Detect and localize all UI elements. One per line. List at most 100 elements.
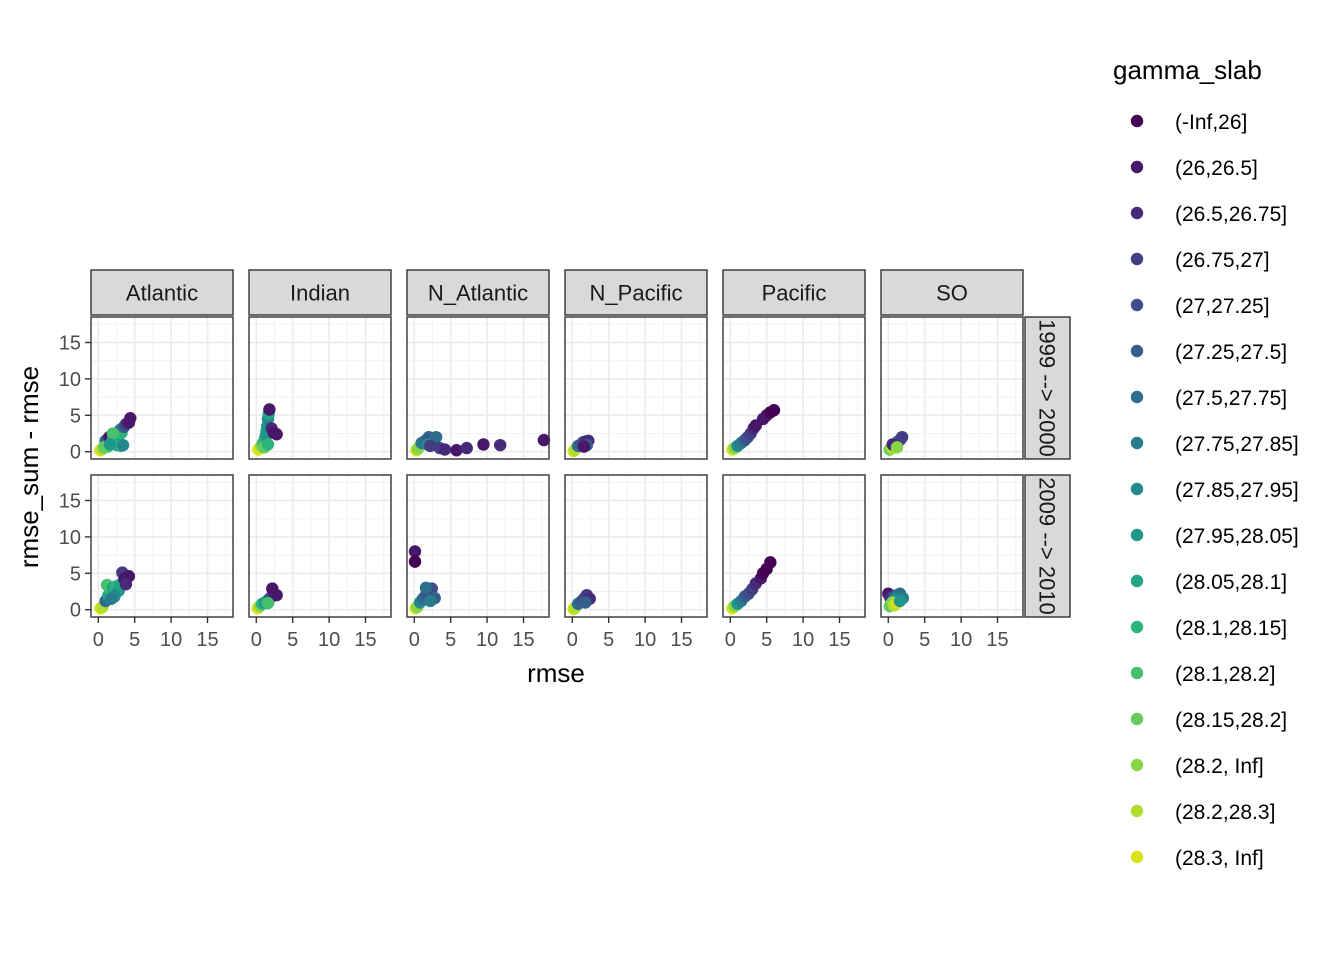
panel-border	[880, 474, 1024, 618]
y-tick-label: 15	[59, 332, 81, 354]
legend-item: (27.85,27.95]	[1130, 479, 1299, 502]
legend-label: (28.15,28.2]	[1175, 709, 1287, 732]
legend-label: (27,27.25]	[1175, 295, 1270, 318]
facet-row-strip: 1999 --> 2000	[1024, 316, 1071, 460]
facet-panel	[880, 316, 1024, 460]
legend-label: (28.3, Inf]	[1175, 847, 1264, 870]
strip-background	[564, 269, 708, 316]
strip-background	[248, 269, 392, 316]
axis-layer: 0 5 10 15 0 5 10 15 0 5 10 15 0 5 10 15 0 5 10 15 0 5 10 15 0 5 10…	[59, 332, 1009, 651]
strip-label: Atlantic	[126, 281, 198, 306]
facet-panel	[722, 316, 866, 460]
legend-key	[1130, 574, 1144, 588]
strip-label: Pacific	[762, 281, 827, 306]
legend-label: (27.95,28.05]	[1175, 525, 1299, 548]
data-point	[261, 596, 275, 610]
legend-key	[1130, 482, 1144, 496]
legend-label: (27.85,27.95]	[1175, 479, 1299, 502]
facet-panel	[880, 474, 1024, 618]
strip-background	[722, 269, 866, 316]
x-tick-label: 0	[567, 629, 578, 651]
legend-item: (-Inf,26]	[1130, 111, 1247, 134]
data-point	[261, 438, 275, 451]
legend-label: (26,26.5]	[1175, 157, 1258, 180]
x-tick-label: 10	[634, 629, 656, 651]
x-tick-label: 15	[670, 629, 692, 651]
legend-item: (28.05,28.1]	[1130, 571, 1287, 594]
x-tick-label: 10	[318, 629, 340, 651]
facet-panel	[248, 474, 392, 618]
x-tick-label: 5	[761, 629, 772, 651]
facet-strip-indian: Indian	[248, 269, 392, 316]
facet-panel	[564, 474, 708, 618]
panel-border	[722, 474, 866, 618]
legend-item: (27.95,28.05]	[1130, 525, 1299, 548]
panel-border	[90, 316, 234, 460]
legend: gamma_slab (-Inf,26] (26,26.5] (26.5,26.75…	[1113, 55, 1299, 870]
strip-label: N_Pacific	[590, 281, 683, 306]
legend-label: (28.05,28.1]	[1175, 571, 1287, 594]
facet-panel	[406, 316, 551, 460]
legend-label: (27.75,27.85]	[1175, 433, 1299, 456]
legend-label: (26.75,27]	[1175, 249, 1270, 272]
strip-label: N_Atlantic	[428, 281, 528, 306]
panel-border	[406, 316, 550, 460]
panel-border	[248, 316, 392, 460]
legend-item: (28.15,28.2]	[1130, 709, 1287, 732]
legend-key	[1130, 160, 1144, 174]
legend-key	[1130, 206, 1144, 220]
x-tick-label: 0	[725, 629, 736, 651]
y-tick-label: 5	[70, 405, 81, 427]
legend-label: (27.5,27.75]	[1175, 387, 1287, 410]
x-tick-label: 5	[129, 629, 140, 651]
x-tick-label: 15	[828, 629, 850, 651]
panel-border	[880, 316, 1024, 460]
legend-key	[1130, 620, 1144, 634]
panel-layer	[90, 316, 1024, 618]
data-point	[895, 430, 909, 444]
data-point	[890, 441, 904, 454]
data-point	[270, 588, 283, 602]
data-point	[408, 555, 422, 568]
x-tick-label: 0	[251, 629, 262, 651]
legend-label: (28.2,28.3]	[1175, 801, 1275, 824]
data-point	[579, 596, 592, 609]
data-point	[537, 433, 551, 447]
strip-label: 2009 --> 2010	[1035, 477, 1060, 615]
legend-item: (28.2, Inf]	[1130, 755, 1264, 778]
data-point	[429, 430, 443, 444]
strip-label: Indian	[290, 281, 350, 306]
data-point	[764, 556, 777, 569]
x-tick-label: 15	[986, 629, 1008, 651]
panel-border	[722, 316, 866, 460]
legend-item: (27.75,27.85]	[1130, 433, 1299, 456]
data-point	[124, 412, 137, 425]
y-tick-label: 15	[59, 490, 81, 512]
strip-background	[1024, 474, 1071, 618]
legend-item: (27.25,27.5]	[1130, 341, 1287, 364]
facet-strip-atlantic: Atlantic	[90, 269, 234, 316]
strip-background	[880, 269, 1024, 316]
panel-border	[90, 474, 234, 618]
legend-key	[1130, 390, 1144, 404]
data-point	[119, 578, 133, 591]
data-point	[460, 441, 473, 455]
x-tick-label: 15	[512, 629, 534, 651]
legend-item: (28.1,28.15]	[1130, 617, 1287, 640]
data-point	[116, 438, 130, 452]
legend-key	[1130, 298, 1144, 312]
panel-border	[564, 474, 708, 618]
x-axis-title: rmse	[527, 658, 585, 688]
legend-label: (26.5,26.75]	[1175, 203, 1287, 226]
strip-label: 1999 --> 2000	[1035, 319, 1060, 457]
legend-label: (-Inf,26]	[1175, 111, 1247, 134]
legend-item: (26.75,27]	[1130, 249, 1270, 272]
data-point	[424, 594, 437, 608]
x-tick-label: 10	[160, 629, 182, 651]
facet-panel	[564, 316, 708, 460]
data-point	[103, 438, 117, 451]
legend-label: (28.2, Inf]	[1175, 755, 1264, 778]
facet-panel	[90, 316, 234, 460]
panel-border	[564, 316, 708, 460]
